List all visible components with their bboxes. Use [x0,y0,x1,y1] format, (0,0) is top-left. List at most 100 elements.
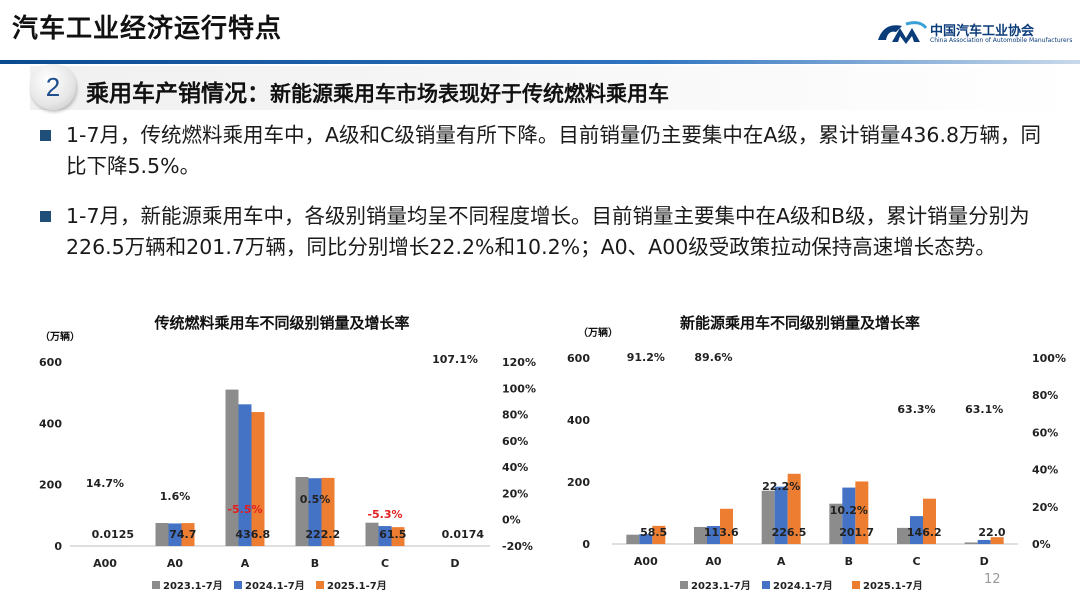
growth-label: 10.2% [830,504,868,517]
x-tick-label: C [381,557,389,570]
caam-logo: 中国汽车工业协会 China Association of Automobile… [876,18,1076,54]
bar-D-2024.1-7月 [977,539,991,544]
section-bar [30,66,1080,110]
page-title: 汽车工业经济运行特点 [12,14,283,44]
y2-tick-label: 80% [1032,389,1058,402]
y2-tick-label: 120% [502,356,536,369]
y-tick-label: 200 [39,479,62,492]
value-label: 222.2 [305,528,340,541]
bar-C-2024.1-7月 [910,516,923,544]
header: 汽车工业经济运行特点 中国汽车工业协会 China Association of… [0,0,1080,60]
legend-swatch [852,581,860,589]
y-tick-label: 600 [567,352,590,365]
growth-label: 14.7% [86,477,124,490]
y2-tick-label: 100% [502,382,536,395]
bar-B-2024.1-7月 [842,487,856,544]
growth-label: 1.6% [160,490,191,503]
section-title-main: 乘用车产销情况： [86,81,270,107]
chart-title: 传统燃料乘用车不同级别销量及增长率 [153,314,409,332]
x-tick-label: B [311,557,319,570]
x-tick-label: A0 [705,555,722,568]
bar-A-2023.1-7月 [225,389,239,546]
bar-D-2023.1-7月 [964,542,978,544]
legend-swatch [234,581,242,589]
legend-swatch [680,581,688,589]
page-number: 12 [984,572,1001,587]
x-tick-label: B [845,555,853,568]
section-number: 2 [30,64,76,110]
y2-tick-label: 60% [1032,426,1058,439]
y-axis-unit: （万辆） [40,330,80,343]
bar-A0-2025.1-7月 [181,523,195,546]
bar-A0-2023.1-7月 [694,526,707,544]
legend-label: 2025.1-7月 [863,580,923,592]
bar-C-2025.1-7月 [923,498,936,544]
growth-label: 22.2% [762,480,800,493]
bar-A-2024.1-7月 [774,486,788,544]
legend-swatch [152,581,160,589]
growth-label: 0.5% [300,493,331,506]
logo-text-en: China Association of Automobile Manufact… [930,37,1073,44]
y2-tick-label: 20% [1032,501,1058,514]
logo-text-cn: 中国汽车工业协会 [930,24,1035,39]
bar-A00-2023.1-7月 [626,534,640,544]
bar-C-2023.1-7月 [897,527,910,544]
x-tick-label: A00 [634,555,658,568]
caam-logo-icon [878,21,928,44]
x-tick-label: A00 [93,557,117,570]
y-tick-label: 0 [54,540,62,553]
bar-A-2025.1-7月 [251,412,265,546]
bullet-text: 1-7月，传统燃料乘用车中，A级和C级销量有所下降。目前销量仍主要集中在A级，累… [66,123,1042,178]
chart-title: 新能源乘用车不同级别销量及增长率 [680,314,920,332]
chart-conventional-fuel: 传统燃料乘用车不同级别销量及增长率 （万辆） 0 200 400 600 -20% 0% 20%… [39,314,536,592]
legend-label: 2024.1-7月 [773,580,833,592]
bar-A-2023.1-7月 [761,490,775,544]
value-label: 61.5 [379,528,406,541]
bar-B-2025.1-7月 [855,481,869,544]
x-tick-label: A0 [167,557,184,570]
bar-C-2023.1-7月 [365,522,379,546]
y-tick-label: 400 [567,414,590,427]
legend-label: 2025.1-7月 [327,580,387,592]
bar-C-2024.1-7月 [378,526,392,546]
y2-tick-label: 0% [1032,538,1051,551]
x-tick-label: D [450,557,459,570]
growth-label: -5.3% [367,508,402,521]
bar-B-2025.1-7月 [321,477,335,546]
value-label: 146.2 [907,526,942,539]
y-tick-label: 400 [39,417,62,430]
y2-tick-label: 80% [502,409,528,422]
growth-label: 63.1% [965,403,1003,416]
legend-label: 2023.1-7月 [163,580,223,592]
bullet-square-icon [40,211,51,222]
section-title-sub: 新能源乘用车市场表现好于传统燃料乘用车 [270,82,669,106]
y-tick-label: 0 [582,538,590,551]
bar-A0-2023.1-7月 [155,523,169,546]
bar-A-2024.1-7月 [238,404,252,546]
value-label: 113.6 [704,526,739,539]
y2-tick-label: -20% [502,540,533,553]
y2-tick-label: 40% [502,461,528,474]
bar-A00-2025.1-7月 [652,525,666,544]
x-tick-label: A [777,555,786,568]
y-axis-unit: （万辆） [578,326,618,339]
x-tick-label: D [980,555,989,568]
y2-tick-label: 40% [1032,464,1058,477]
bar-D-2025.1-7月 [990,537,1004,544]
bar-B-2023.1-7月 [829,503,843,544]
legend-swatch [762,581,770,589]
x-tick-label: C [912,555,920,568]
y2-tick-label: 60% [502,435,528,448]
value-label: 436.8 [235,528,270,541]
bar-A00-2024.1-7月 [639,534,653,544]
growth-label: 91.2% [627,351,665,364]
y-tick-label: 200 [567,476,590,489]
bar-C-2025.1-7月 [391,527,405,546]
bar-A0-2024.1-7月 [707,526,720,544]
value-label: 201.7 [839,526,874,539]
bullet-square-icon [40,130,51,141]
y2-tick-label: 0% [502,514,521,527]
header-divider [0,60,1080,64]
section-title: 乘用车产销情况：新能源乘用车市场表现好于传统燃料乘用车 [86,74,669,108]
bullet-text: 1-7月，新能源乘用车中，各级别销量均呈不同程度增长。目前销量主要集中在A级和B… [66,204,1030,259]
